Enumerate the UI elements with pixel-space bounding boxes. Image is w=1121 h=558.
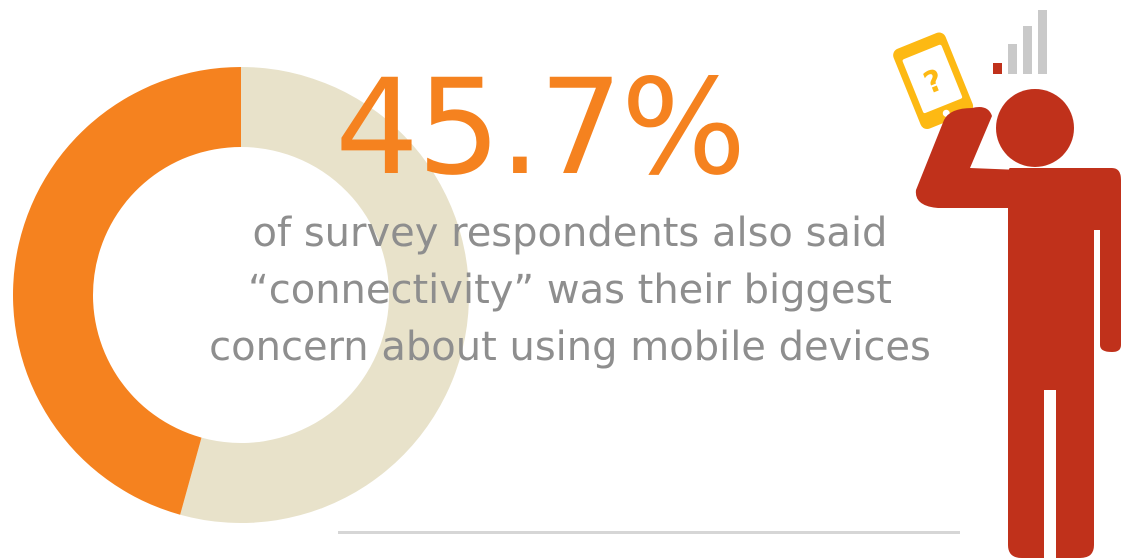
person-silhouette: [915, 89, 1121, 558]
signal-bar-2: [1008, 44, 1017, 74]
caption-line-3: concern about using mobile devices: [209, 324, 931, 370]
headline-percentage: 45.7%: [335, 51, 746, 205]
smartphone-question-icon: ?: [893, 32, 974, 130]
signal-strength-icon: [993, 10, 1047, 74]
caption-line-2: “connectivity” was their biggest: [248, 267, 892, 313]
signal-bar-3: [1023, 26, 1032, 74]
donut-slice-other: [180, 67, 469, 523]
donut-slice-connectivity: [13, 67, 242, 515]
caption: of survey respondents also said “connect…: [140, 205, 1000, 376]
person-raised-arm: [915, 107, 1020, 208]
signal-bar-1: [993, 63, 1002, 74]
person-head: [996, 89, 1074, 167]
caption-line-1: of survey respondents also said: [252, 210, 888, 256]
divider-rule: [338, 531, 960, 534]
donut-chart: [13, 67, 469, 523]
person-holding-phone-icon: ?: [893, 10, 1121, 558]
signal-bar-4: [1038, 10, 1047, 74]
person-torso: [1008, 168, 1121, 558]
phone-screen: [902, 44, 963, 114]
